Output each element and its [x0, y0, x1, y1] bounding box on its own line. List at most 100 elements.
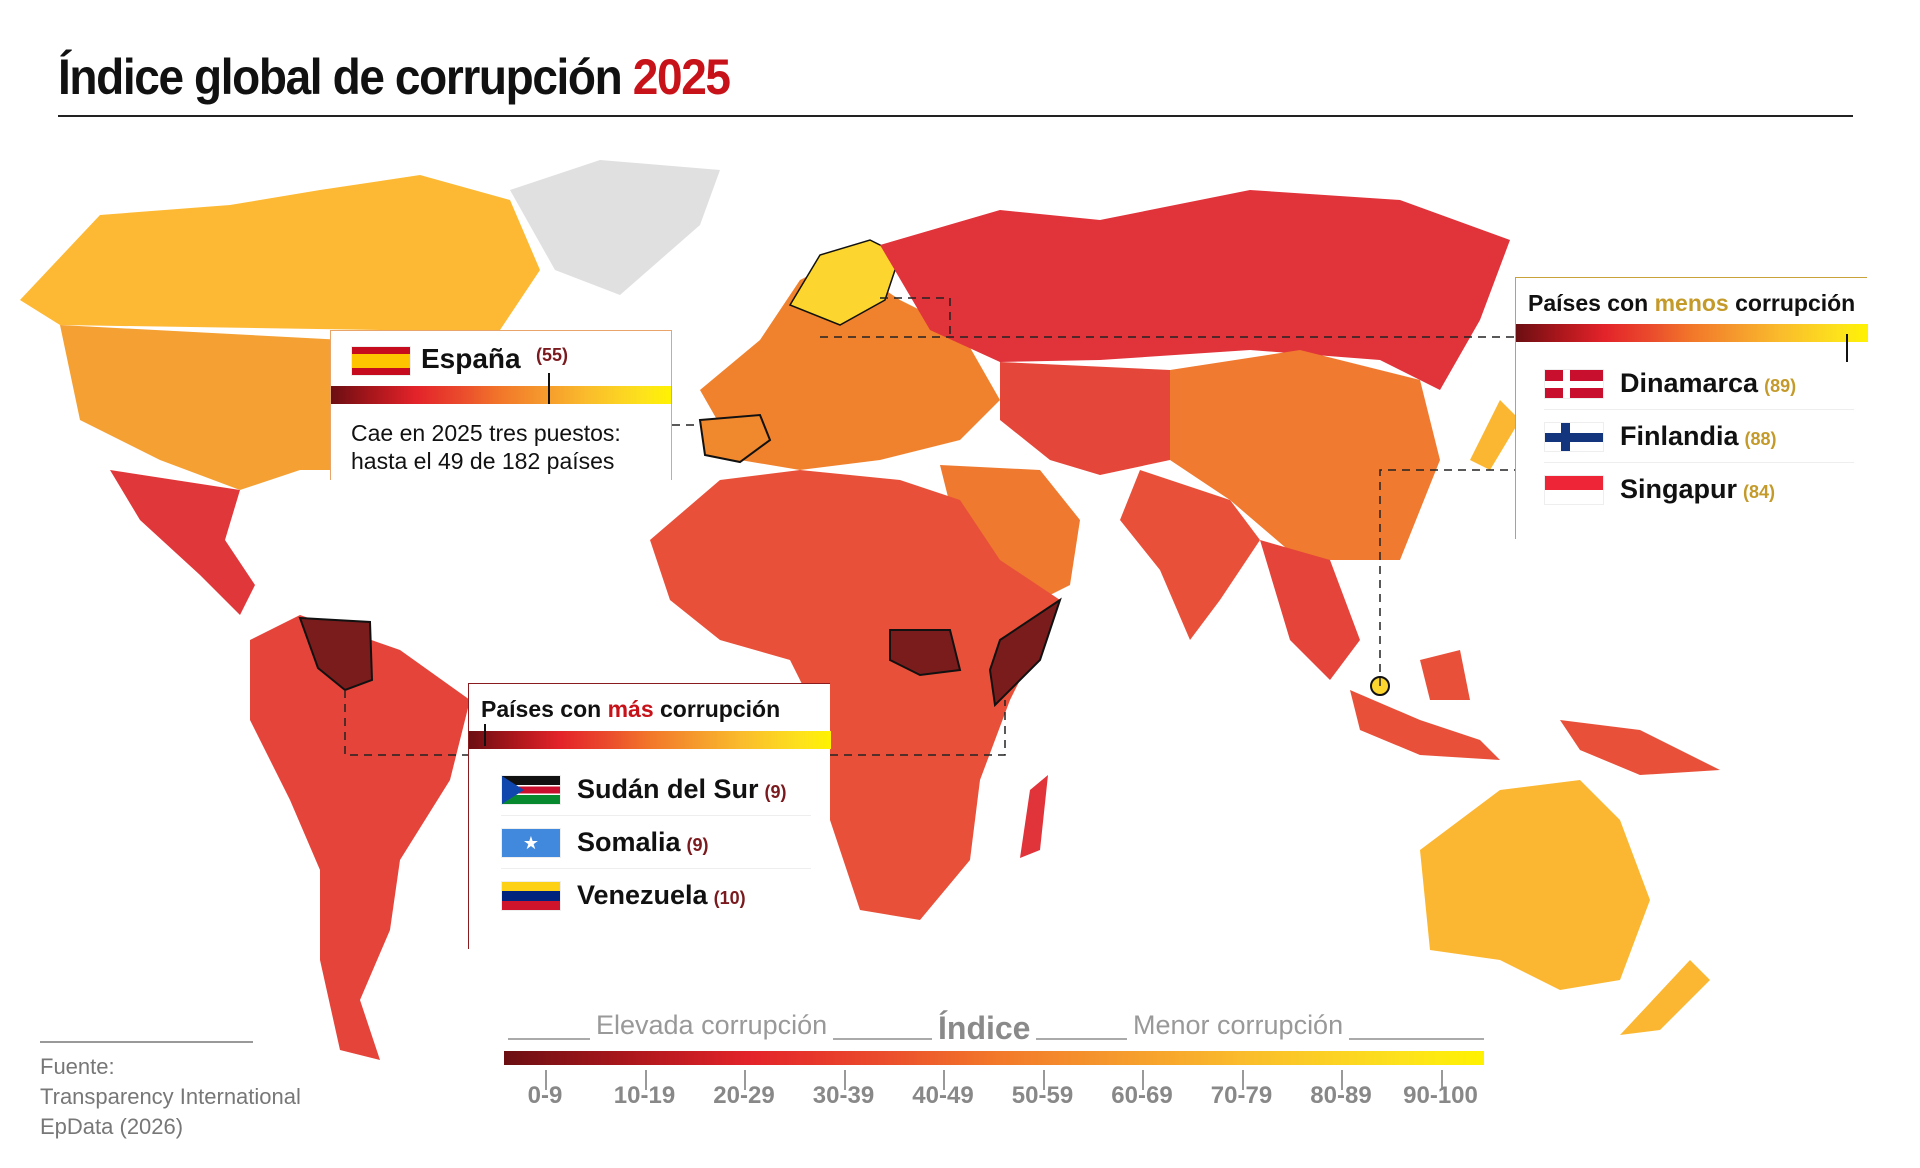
source-note: Fuente: Transparency International EpDat… — [40, 1052, 301, 1142]
header-text: corrupción — [1735, 290, 1856, 316]
region-new-zealand — [1620, 960, 1710, 1035]
list-item: Venezuela (10) — [501, 870, 811, 922]
most-corrupt-header: Países con más corrupción — [481, 696, 780, 723]
country-name: Somalia (9) — [577, 827, 709, 858]
spain-note-line: Cae en 2025 tres puestos: — [351, 420, 621, 446]
legend-range-label: 80-89 — [1310, 1082, 1372, 1109]
legend-range-label: 0-9 — [527, 1082, 563, 1109]
denmark-flag — [1544, 369, 1604, 399]
title-year: 2025 — [632, 49, 731, 105]
country-score: (9) — [764, 782, 787, 802]
list-item: ★ Somalia (9) — [501, 817, 811, 869]
legend-tick — [1241, 1070, 1244, 1090]
region-venezuela — [298, 616, 374, 692]
country-label: Finlandia — [1620, 421, 1739, 451]
country-score: (9) — [686, 835, 709, 855]
region-greenland — [510, 160, 720, 295]
most-corrupt-scale-bar — [469, 731, 831, 749]
country-name: Finlandia (88) — [1620, 421, 1777, 452]
region-somalia — [988, 597, 1062, 708]
header-emphasis: más — [607, 696, 654, 722]
most-corrupt-marker — [484, 724, 486, 746]
country-label: Somalia — [577, 827, 681, 857]
country-label: Sudán del Sur — [577, 774, 759, 804]
country-name: Dinamarca (89) — [1620, 368, 1796, 399]
source-label: Fuente: — [40, 1054, 115, 1079]
list-item: Sudán del Sur (9) — [501, 764, 811, 816]
title-rule — [58, 115, 1853, 117]
country-label: Venezuela — [577, 880, 708, 910]
least-corrupt-marker — [1846, 334, 1848, 362]
legend-range-label: 10-19 — [613, 1082, 676, 1109]
least-corrupt-panel: Países con menos corrupción Dinamarca (89… — [1515, 277, 1868, 539]
legend-range-label: 50-59 — [1011, 1082, 1074, 1109]
legend-tick — [1142, 1070, 1144, 1090]
country-score: (84) — [1743, 482, 1776, 502]
venezuela-flag — [501, 881, 561, 911]
most-corrupt-panel: Países con más corrupción Sudán del Sur(… — [468, 683, 831, 949]
region-india — [1120, 470, 1260, 640]
spain-score-marker — [548, 373, 550, 404]
region-middle-east — [940, 465, 1080, 620]
region-africa — [650, 470, 1060, 920]
country-score: (10) — [713, 888, 746, 908]
world-map — [20, 160, 1720, 1060]
spain-flag — [351, 346, 411, 376]
legend-tick — [943, 1070, 945, 1090]
country-label: Dinamarca — [1620, 368, 1759, 398]
country-name: Venezuela (10) — [577, 880, 746, 911]
list-item: Finlandia (88) — [1544, 411, 1854, 463]
legend-tick — [1042, 1070, 1045, 1090]
legend-tick — [1341, 1070, 1343, 1090]
region-spain — [698, 413, 772, 464]
leader-lines — [344, 297, 1515, 756]
spain-scale-bar — [331, 386, 671, 404]
region-central-asia — [1000, 362, 1170, 475]
legend-tick — [744, 1070, 746, 1090]
source-line: EpData (2026) — [40, 1114, 184, 1139]
region-southeast-asia — [1260, 540, 1360, 680]
region-canada — [20, 175, 540, 345]
legend-left-label: Elevada corrupción — [590, 1010, 834, 1041]
legend-tick — [545, 1070, 547, 1090]
header-emphasis: menos — [1654, 290, 1729, 316]
list-item: Singapur (84) — [1544, 464, 1854, 516]
header-text: Países con — [481, 696, 602, 722]
legend-range-label: 30-39 — [812, 1082, 875, 1109]
legend-tick — [1440, 1070, 1443, 1090]
least-corrupt-header: Países con menos corrupción — [1528, 290, 1855, 317]
source-line: Transparency International — [40, 1084, 301, 1109]
spain-note-line: hasta el 49 de 182 países — [351, 448, 615, 474]
region-china — [1170, 350, 1440, 560]
legend-range-label: 90-100 — [1403, 1082, 1478, 1109]
legend-tick — [644, 1070, 647, 1090]
legend-range-label: 20-29 — [713, 1082, 775, 1109]
least-corrupt-scale-bar — [1516, 324, 1868, 342]
legend-title: Índice — [932, 1010, 1037, 1047]
page-title: Índice global de corrupción 2025 — [58, 48, 731, 106]
list-item: Dinamarca (89) — [1544, 358, 1854, 410]
title-text: Índice global de corrupción — [58, 49, 623, 105]
legend-range-label: 70-79 — [1210, 1082, 1273, 1109]
legend-color-bar — [504, 1051, 1484, 1065]
finland-flag — [1544, 422, 1604, 452]
region-south-sudan — [889, 629, 962, 677]
legend-right-label: Menor corrupción — [1127, 1010, 1350, 1041]
south-sudan-flag — [501, 775, 561, 805]
source-divider — [40, 1041, 253, 1043]
region-mexico-central-america — [110, 470, 255, 615]
spain-name: España — [421, 343, 521, 374]
header-text: Países con — [1528, 290, 1649, 316]
country-score: (88) — [1744, 429, 1777, 449]
spain-note: Cae en 2025 tres puestos: hasta el 49 de … — [351, 419, 671, 475]
legend-range-label: 60-69 — [1111, 1082, 1173, 1109]
spain-callout: España (55) Cae en 2025 tres puestos: has… — [330, 330, 672, 480]
region-russia — [880, 190, 1510, 390]
region-indonesia — [1350, 650, 1720, 775]
legend-tick — [843, 1070, 846, 1090]
region-japan — [1470, 400, 1520, 470]
country-score: (89) — [1764, 376, 1797, 396]
country-name: Singapur (84) — [1620, 474, 1775, 505]
country-label: Singapur — [1620, 474, 1738, 504]
legend-range-label: 40-49 — [912, 1082, 974, 1109]
